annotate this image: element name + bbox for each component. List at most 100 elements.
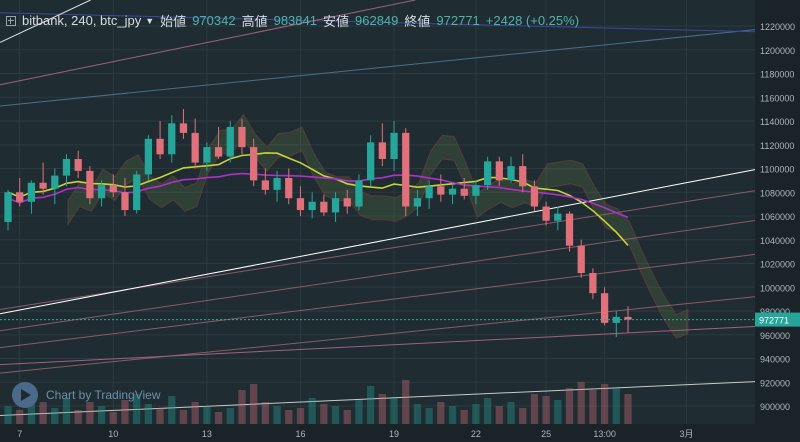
candle-body[interactable]	[62, 159, 71, 176]
volume-bar[interactable]	[308, 398, 316, 424]
candle-body[interactable]	[565, 213, 574, 246]
volume-bar[interactable]	[203, 406, 211, 424]
candle-body[interactable]	[191, 132, 199, 163]
candle-body[interactable]	[519, 166, 527, 187]
candle-body[interactable]	[109, 185, 117, 193]
plot-area[interactable]	[0, 0, 755, 424]
volume-bar[interactable]	[472, 404, 480, 424]
volume-bar[interactable]	[250, 384, 258, 424]
candle-body[interactable]	[238, 126, 246, 148]
candle-body[interactable]	[554, 213, 562, 221]
candle-body[interactable]	[51, 175, 59, 189]
symbol-label[interactable]: bitbank, 240, btc_jpy	[22, 13, 142, 28]
candle-body[interactable]	[144, 138, 153, 175]
expand-icon[interactable]	[6, 15, 16, 26]
candle-body[interactable]	[16, 192, 24, 202]
volume-bar[interactable]	[261, 402, 269, 424]
candle-body[interactable]	[133, 174, 141, 211]
volume-bar[interactable]	[273, 406, 281, 424]
volume-bar[interactable]	[425, 408, 433, 424]
volume-bar[interactable]	[519, 408, 527, 424]
trend-line[interactable]	[0, 296, 756, 374]
candle-body[interactable]	[483, 161, 492, 186]
volume-bar[interactable]	[577, 382, 585, 424]
volume-bar[interactable]	[542, 396, 550, 424]
volume-bar[interactable]	[156, 408, 164, 424]
candle-body[interactable]	[97, 185, 106, 199]
volume-bar[interactable]	[320, 404, 328, 424]
volume-bar[interactable]	[390, 398, 398, 424]
candle-body[interactable]	[121, 192, 129, 211]
volume-bar[interactable]	[214, 412, 223, 424]
candle-body[interactable]	[86, 170, 94, 199]
volume-bar[interactable]	[600, 384, 609, 424]
trend-line[interactable]	[0, 0, 416, 86]
volume-bar[interactable]	[507, 402, 515, 424]
volume-bar[interactable]	[437, 402, 445, 424]
candle-body[interactable]	[413, 198, 422, 207]
candle-body[interactable]	[448, 188, 457, 195]
candle-body[interactable]	[425, 186, 433, 199]
volume-bar[interactable]	[495, 406, 503, 424]
candle-body[interactable]	[472, 185, 480, 196]
candle-body[interactable]	[39, 182, 47, 189]
candle-body[interactable]	[460, 188, 468, 196]
candle-body[interactable]	[156, 138, 164, 155]
volume-bar[interactable]	[448, 406, 457, 424]
chevron-down-icon[interactable]: ▼	[145, 15, 155, 26]
volume-bar[interactable]	[624, 394, 632, 424]
candle-body[interactable]	[367, 142, 375, 181]
trend-line[interactable]	[0, 12, 756, 33]
trend-line[interactable]	[0, 29, 756, 107]
candle-body[interactable]	[214, 147, 223, 157]
trend-line[interactable]	[0, 381, 756, 417]
volume-bar[interactable]	[51, 408, 59, 424]
candle-body[interactable]	[577, 245, 585, 273]
volume-bar[interactable]	[16, 410, 24, 424]
volume-bar[interactable]	[285, 410, 293, 424]
volume-bar[interactable]	[133, 394, 141, 424]
candle-body[interactable]	[495, 161, 503, 181]
volume-bar[interactable]	[191, 402, 199, 424]
candle-body[interactable]	[250, 147, 258, 181]
candle-body[interactable]	[542, 206, 550, 221]
candle-body[interactable]	[74, 159, 82, 171]
candle-body[interactable]	[624, 316, 632, 320]
volume-bar[interactable]	[402, 380, 410, 424]
candle-body[interactable]	[390, 132, 398, 159]
candle-body[interactable]	[226, 126, 234, 157]
tradingview-watermark[interactable]: Chart by TradingView	[12, 382, 161, 408]
volume-bar[interactable]	[4, 406, 12, 424]
candle-body[interactable]	[530, 186, 539, 207]
candle-body[interactable]	[507, 166, 515, 181]
volume-bar[interactable]	[179, 410, 188, 424]
trend-line[interactable]	[0, 0, 91, 43]
volume-bar[interactable]	[62, 398, 71, 424]
volume-bar[interactable]	[296, 408, 305, 424]
volume-bar[interactable]	[612, 388, 620, 424]
volume-bar[interactable]	[343, 410, 351, 424]
candle-body[interactable]	[320, 201, 328, 213]
trend-line[interactable]	[0, 169, 756, 315]
candle-body[interactable]	[285, 178, 293, 199]
volume-bar[interactable]	[97, 406, 106, 424]
volume-bar[interactable]	[168, 396, 176, 424]
volume-bar[interactable]	[367, 386, 375, 424]
price-axis[interactable]	[755, 0, 800, 442]
candle-body[interactable]	[273, 178, 281, 190]
volume-bar[interactable]	[413, 404, 422, 424]
volume-bar[interactable]	[331, 406, 340, 424]
volume-bar[interactable]	[378, 394, 386, 424]
volume-bar[interactable]	[144, 404, 153, 424]
volume-bar[interactable]	[589, 390, 597, 424]
volume-bar[interactable]	[554, 400, 562, 424]
candle-body[interactable]	[27, 182, 36, 202]
candle-body[interactable]	[179, 123, 188, 133]
volume-bar[interactable]	[460, 410, 468, 424]
volume-bar[interactable]	[226, 408, 234, 424]
time-axis[interactable]	[0, 424, 755, 442]
volume-bar[interactable]	[565, 388, 574, 424]
candle-body[interactable]	[296, 198, 305, 211]
volume-bar[interactable]	[74, 410, 82, 424]
